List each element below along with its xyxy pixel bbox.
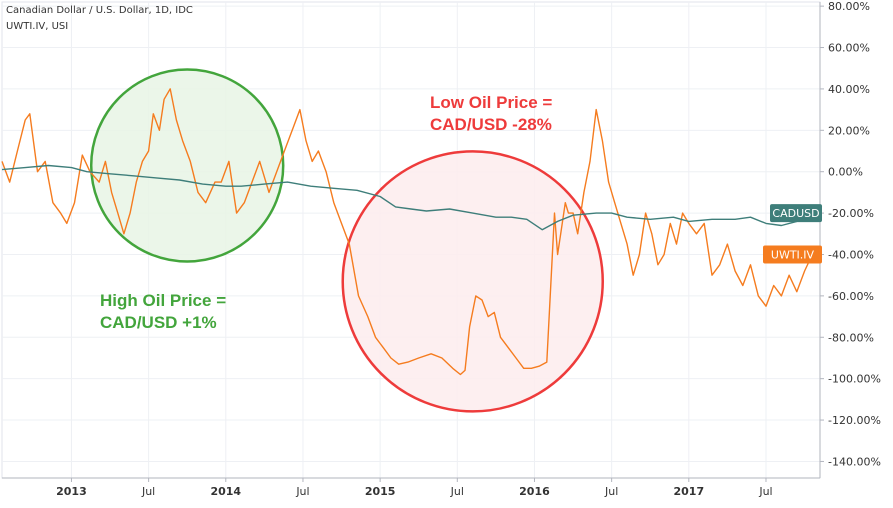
series-badge-label: UWTI.IV — [771, 248, 815, 261]
x-tick-label: Jul — [758, 485, 772, 498]
y-tick-label: -100.00% — [828, 373, 881, 386]
x-tick-label: Jul — [604, 485, 618, 498]
series-badge-uwti-iv — [763, 245, 822, 264]
x-axis: 2013 Jul 2014 Jul 2015 Jul 2016 Jul 2017 Jul — [2, 477, 820, 498]
series-line-uwti-iv — [1, 88, 813, 376]
annotation-text-low-oil-line1: Low Oil Price = — [430, 93, 552, 112]
series-badge-cadusd — [770, 204, 822, 223]
y-tick-label: -140.00% — [828, 455, 881, 468]
x-tick-label: Jul — [450, 485, 464, 498]
y-tick-label: -40.00% — [828, 248, 874, 261]
series — [1, 88, 813, 376]
series-badge-label: CADUSD — [772, 207, 819, 220]
y-tick-label: -60.00% — [828, 290, 874, 303]
y-tick-label: 0.00% — [828, 166, 863, 179]
x-tick-label: 2013 — [56, 485, 87, 498]
y-tick-label: -80.00% — [828, 331, 874, 344]
y-tick-label: -120.00% — [828, 414, 881, 427]
y-tick-label: -20.00% — [828, 207, 874, 220]
annotation-text-high-oil-line2: CAD/USD +1% — [100, 313, 217, 332]
x-tick-label: 2014 — [210, 485, 241, 498]
x-tick-label: 2016 — [519, 485, 550, 498]
y-axis: 80.00% 60.00% 40.00% 20.00% 0.00% -20.00% -40.… — [819, 0, 881, 478]
annotation-text-low-oil-line2: CAD/USD -28% — [430, 115, 552, 134]
x-tick-label: Jul — [295, 485, 309, 498]
series-line-cadusd — [1, 164, 813, 231]
x-tick-label: Jul — [141, 485, 155, 498]
chart-title: Canadian Dollar / U.S. Dollar, 1D, IDC — [6, 5, 193, 16]
x-tick-label: 2017 — [673, 485, 704, 498]
y-tick-label: 80.00% — [828, 0, 870, 13]
series-value-labels: CADUSD UWTI.IV — [763, 204, 822, 264]
annotations: High Oil Price = CAD/USD +1% Low Oil Price… — [89, 68, 604, 413]
annotation-text-high-oil-line1: High Oil Price = — [100, 291, 226, 310]
x-tick-label: 2015 — [365, 485, 396, 498]
y-tick-label: 60.00% — [828, 42, 870, 55]
annotation-circle-low-oil — [341, 150, 604, 413]
chart-subtitle: UWTI.IV, USI — [6, 21, 69, 32]
y-tick-label: 40.00% — [828, 83, 870, 96]
y-tick-label: 20.00% — [828, 124, 870, 137]
annotation-circle-high-oil — [89, 68, 285, 263]
